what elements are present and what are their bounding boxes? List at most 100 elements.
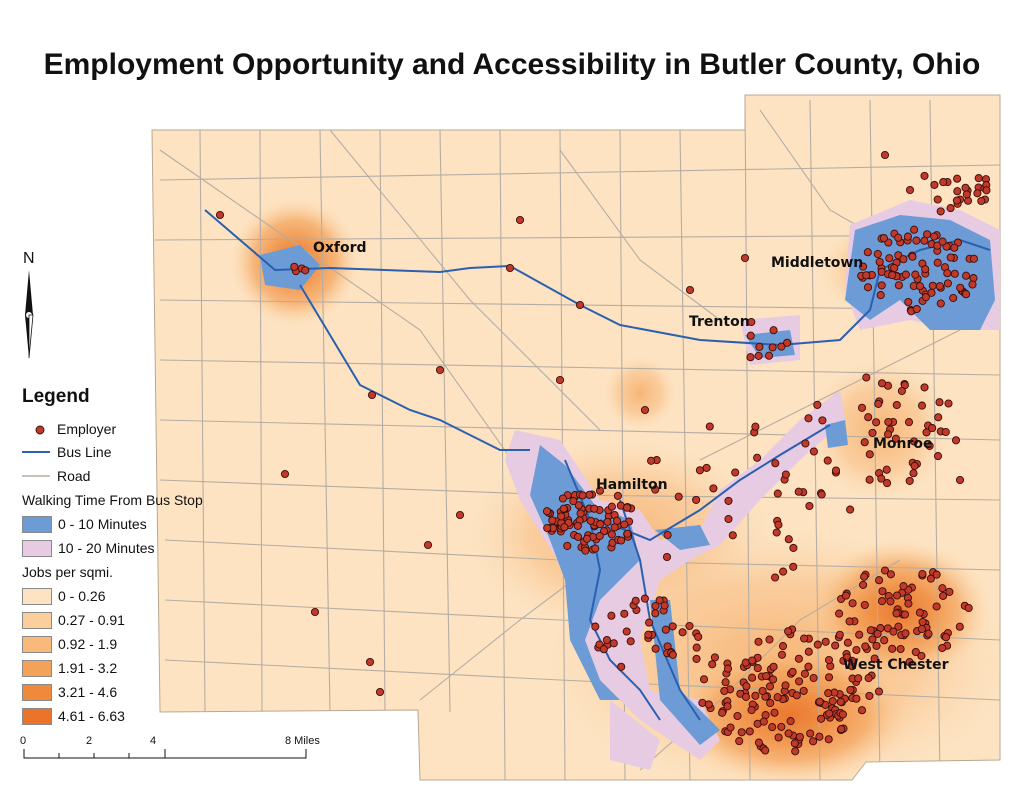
employer-point <box>852 645 861 655</box>
employer-point <box>892 400 901 410</box>
employer-point <box>912 304 921 314</box>
employer-point <box>890 263 899 273</box>
employer-point <box>702 463 711 472</box>
employer-point <box>748 656 757 665</box>
employer-point <box>845 617 854 626</box>
employer-point <box>857 706 867 715</box>
legend-walk-0-10-label: 0 - 10 Minutes <box>58 516 147 532</box>
employer-point <box>930 180 939 189</box>
employer-point <box>824 655 834 665</box>
employer-point <box>779 567 788 576</box>
employer-point <box>620 520 629 529</box>
employer-point <box>771 459 780 468</box>
employer-point <box>866 626 875 635</box>
employer-point <box>754 351 763 360</box>
employer-point <box>733 711 742 721</box>
employer-point <box>754 637 763 646</box>
employer-point <box>609 639 618 648</box>
scale-tick-4: 4 <box>150 735 157 747</box>
employer-point <box>864 674 873 683</box>
employer-point <box>692 495 701 504</box>
employer-point <box>956 283 965 292</box>
employer-point <box>747 317 756 327</box>
employer-point <box>865 475 874 484</box>
employer-point <box>765 635 774 644</box>
employer-point <box>613 491 622 500</box>
employer-point <box>837 725 846 734</box>
employer-point <box>824 735 833 744</box>
employer-point <box>781 681 790 690</box>
employer-point <box>859 580 868 589</box>
employer-point <box>800 669 809 678</box>
employer-point <box>872 418 881 427</box>
employer-point <box>943 269 952 278</box>
employer-point <box>645 618 654 627</box>
employer-point <box>721 678 730 687</box>
employer-point <box>974 174 983 183</box>
employer-point <box>765 682 775 691</box>
employer-point <box>542 507 552 516</box>
employer-point <box>905 185 915 195</box>
employer-point <box>920 383 929 392</box>
employer-point <box>651 485 660 494</box>
employer-point <box>774 733 783 742</box>
employer-point <box>899 255 908 264</box>
employer-point <box>792 691 801 700</box>
employer-point <box>917 624 926 634</box>
employer-point <box>678 628 687 637</box>
employer-point <box>710 653 719 662</box>
employer-point <box>815 732 824 741</box>
employer-point <box>944 399 953 408</box>
employer-point <box>854 674 863 683</box>
employer-point <box>846 505 855 514</box>
employer-point <box>590 504 599 513</box>
employer-point <box>904 418 914 427</box>
scale-tick-8-miles: 8 Miles <box>285 735 320 747</box>
employer-point <box>809 673 818 683</box>
employer-point <box>569 497 578 506</box>
employer-point <box>771 573 780 582</box>
employer-point <box>674 492 683 501</box>
employer-point <box>769 326 778 335</box>
employer-point <box>726 723 735 732</box>
employer-point <box>831 641 840 650</box>
employer-point <box>759 717 768 726</box>
employer-point <box>548 516 557 525</box>
employer-point <box>599 645 608 654</box>
employer-point <box>367 390 377 400</box>
employer-point <box>557 512 566 521</box>
employer-point <box>603 517 612 526</box>
employer-point <box>575 300 585 310</box>
employer-point <box>301 266 310 275</box>
employer-point <box>762 671 771 681</box>
employer-point <box>699 675 709 684</box>
employer-point <box>880 150 890 160</box>
employer-point <box>737 728 746 737</box>
employer-point <box>585 490 594 499</box>
employer-point <box>955 622 964 631</box>
employer-point <box>623 529 632 538</box>
employer-point <box>640 594 649 603</box>
employer-point <box>875 576 884 585</box>
employer-point <box>909 469 918 478</box>
employer-point <box>668 650 677 659</box>
employer-point <box>953 174 962 183</box>
employer-point <box>708 660 717 669</box>
legend-jobs-swatch-4 <box>22 684 52 701</box>
employer-point <box>950 269 959 278</box>
employer-point <box>903 232 912 241</box>
employer-point <box>786 717 795 726</box>
employer-point <box>753 664 762 673</box>
employer-point <box>872 641 881 650</box>
employer-point <box>751 691 760 700</box>
employer-point <box>921 265 930 274</box>
employer-point <box>745 727 754 736</box>
employer-point <box>777 722 786 731</box>
employer-point <box>788 667 797 676</box>
employer-point <box>617 662 626 671</box>
employer-point <box>861 642 870 651</box>
employer-point <box>662 552 672 562</box>
employer-point <box>505 263 515 273</box>
employer-point <box>955 475 965 485</box>
